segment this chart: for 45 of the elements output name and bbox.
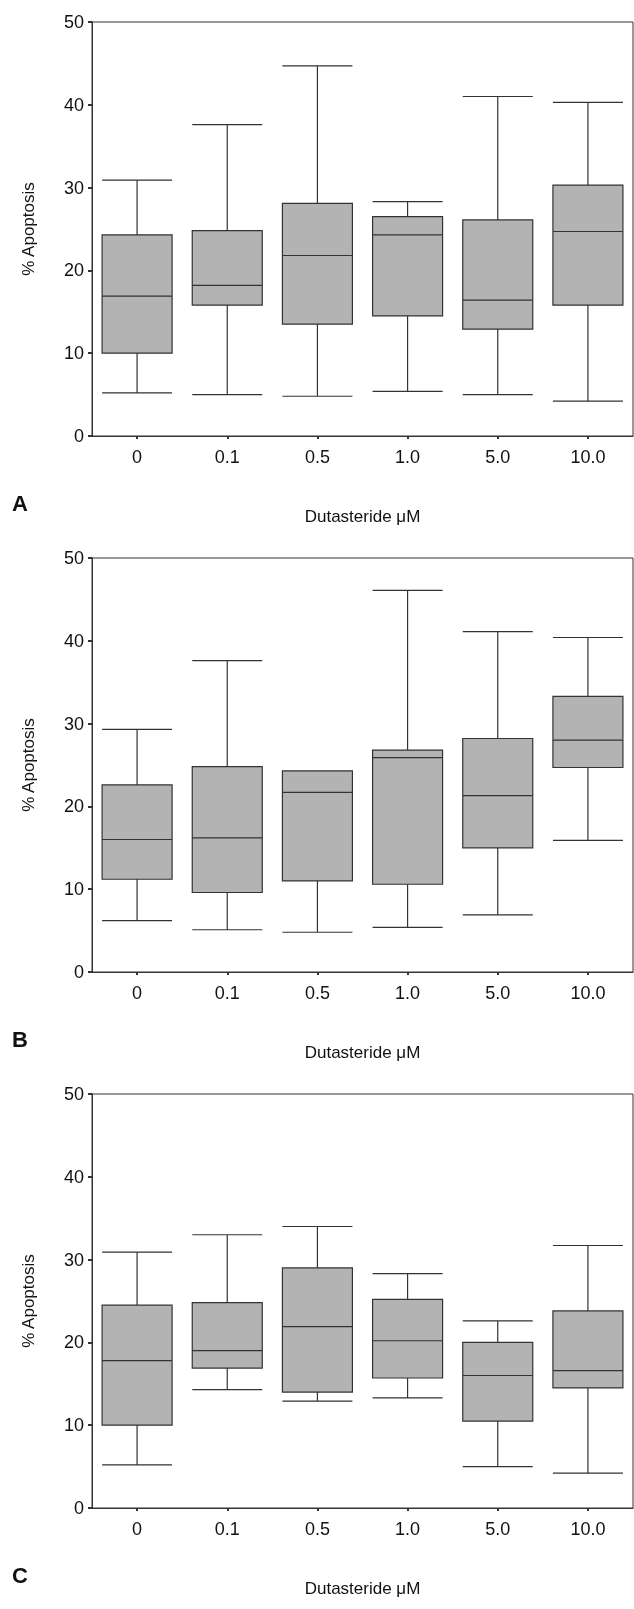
x-tick-label: 1.0	[395, 447, 421, 467]
y-tick-label: 40	[63, 94, 84, 115]
y-tick-label: 10	[63, 1415, 84, 1436]
x-tick-label: 0.5	[304, 1519, 330, 1539]
y-tick-label: 0	[73, 1498, 84, 1518]
text: B	[12, 1026, 28, 1052]
x-tick-label: 0.1	[214, 447, 240, 467]
x-tick-label: 5.0	[485, 447, 511, 467]
x-tick-label: 5.0	[485, 983, 511, 1003]
x-tick-label: 1.0	[395, 983, 421, 1003]
y-tick-label: 0	[73, 962, 84, 982]
y-axis-title: % Apoptosis	[19, 718, 38, 812]
y-tick-label: 30	[63, 1249, 84, 1270]
x-tick-label: 0	[132, 983, 143, 1003]
y-tick-label: 40	[63, 630, 84, 651]
y-tick-label: 20	[63, 1332, 84, 1353]
x-tick-label: 0.5	[304, 983, 330, 1003]
y-tick-label: 30	[63, 713, 84, 734]
x-tick-label: 0.1	[214, 983, 240, 1003]
x-tick-label: 10.0	[570, 1519, 606, 1539]
y-tick-label: 20	[63, 796, 84, 817]
y-tick-label: 10	[63, 879, 84, 900]
x-tick-label: 0	[132, 447, 143, 467]
y-tick-label: 50	[63, 548, 84, 568]
x-tick-label: 0.1	[214, 1519, 240, 1539]
y-axis-title: % Apoptosis	[19, 182, 38, 276]
x-tick-label: 5.0	[485, 1519, 511, 1539]
x-tick-label: 1.0	[395, 1519, 421, 1539]
x-tick-label: 0	[132, 1519, 143, 1539]
x-axis-title: Dutasteride μM	[304, 507, 421, 526]
y-axis-title: % Apoptosis	[19, 1254, 38, 1348]
text: C	[12, 1562, 28, 1588]
y-tick-label: 40	[63, 1166, 84, 1187]
x-tick-label: 10.0	[570, 983, 606, 1003]
x-axis-title: Dutasteride μM	[304, 1043, 421, 1062]
y-tick-label: 0	[73, 426, 84, 446]
y-tick-label: 50	[63, 1084, 84, 1104]
y-tick-label: 30	[63, 177, 84, 198]
text: A	[12, 490, 28, 516]
y-tick-label: 10	[63, 343, 84, 364]
y-tick-label: 50	[63, 12, 84, 32]
x-tick-label: 10.0	[570, 447, 606, 467]
y-tick-label: 20	[63, 260, 84, 281]
x-tick-label: 0.5	[304, 447, 330, 467]
x-axis-title: Dutasteride μM	[304, 1579, 421, 1598]
